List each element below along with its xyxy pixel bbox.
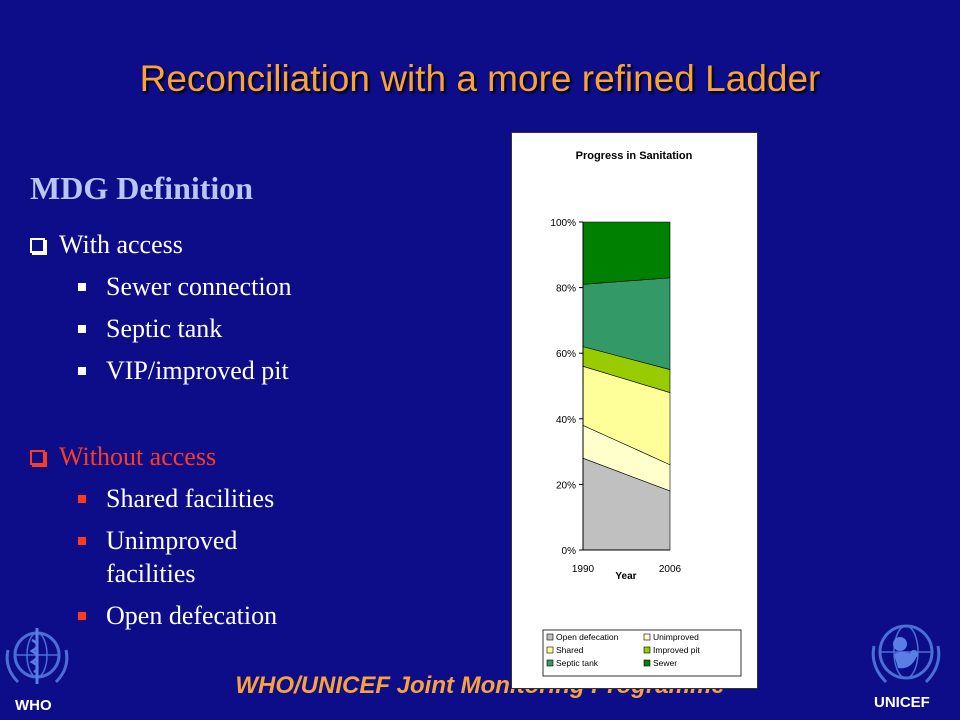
unicef-logo-label: UNICEF [874,694,930,711]
footer-text: WHO/UNICEF Joint Monitoring Programme [235,672,725,699]
list-item: Shared facilities [78,482,274,515]
legend-swatch [643,646,651,654]
list-item-text: Septic tank [106,314,223,343]
list-item-text: VIP/improved pit [106,356,289,385]
legend-label: Improved pit [653,645,700,655]
checkbox-bullet-icon [30,450,45,465]
square-bullet-icon [78,283,86,291]
group-with-access: With access [30,228,183,261]
chart-svg: Progress in Sanitation 0% 20% 40% 60% 80% 100%… [542,150,742,677]
group-without-access: Without access [30,440,216,473]
group-label: Without access [59,442,217,471]
list-item-text: Unimproved facilities [106,526,238,588]
legend-swatch [643,633,651,641]
square-bullet-icon [78,495,86,503]
slide-title: Reconciliation with a more refined Ladde… [139,58,821,99]
legend-swatch [643,659,651,667]
list-item: VIP/improved pit [78,354,289,387]
square-bullet-icon [78,367,86,375]
sanitation-chart: Progress in Sanitation 0% 20% 40% 60% 80% 100%… [511,132,758,689]
unicef-emblem-icon [871,624,941,684]
chart-title: Progress in Sanitation [576,150,693,162]
list-item: Septic tank [78,312,222,345]
y-tick-label: 100% [550,218,576,229]
list-item: Open defecation [78,599,277,632]
y-tick-label: 0% [562,546,577,557]
legend-swatch [546,659,554,667]
legend-label: Open defecation [556,632,619,642]
legend-label: Septic tank [556,658,599,668]
list-item: Sewer connection [78,270,292,303]
list-item-text: Open defecation [106,601,278,630]
legend-swatch [546,633,554,641]
y-tick-label: 80% [556,284,576,295]
legend-label: Unimproved [653,632,699,642]
who-logo-label: WHO [15,697,52,714]
list-item-text: Shared facilities [106,484,275,513]
x-tick-label: 2006 [659,564,682,575]
section-heading: MDG Definition [30,170,254,206]
square-bullet-icon [78,325,86,333]
y-tick-label: 40% [556,415,576,426]
legend-label: Sewer [653,658,677,668]
square-bullet-icon [78,537,86,545]
legend-box [542,629,742,677]
x-tick-label: 1990 [572,564,595,575]
checkbox-bullet-icon [30,238,45,253]
y-tick-label: 60% [556,349,576,360]
list-item-text: Sewer connection [106,272,292,301]
list-item: Unimproved facilities [78,524,296,590]
y-tick-label: 20% [556,480,576,491]
legend-label: Shared [556,645,584,655]
x-axis-label: Year [615,571,636,582]
group-label: With access [59,230,183,259]
legend-swatch [546,646,554,654]
area-sewer [582,221,671,285]
square-bullet-icon [78,612,86,620]
who-emblem-icon [5,628,69,684]
